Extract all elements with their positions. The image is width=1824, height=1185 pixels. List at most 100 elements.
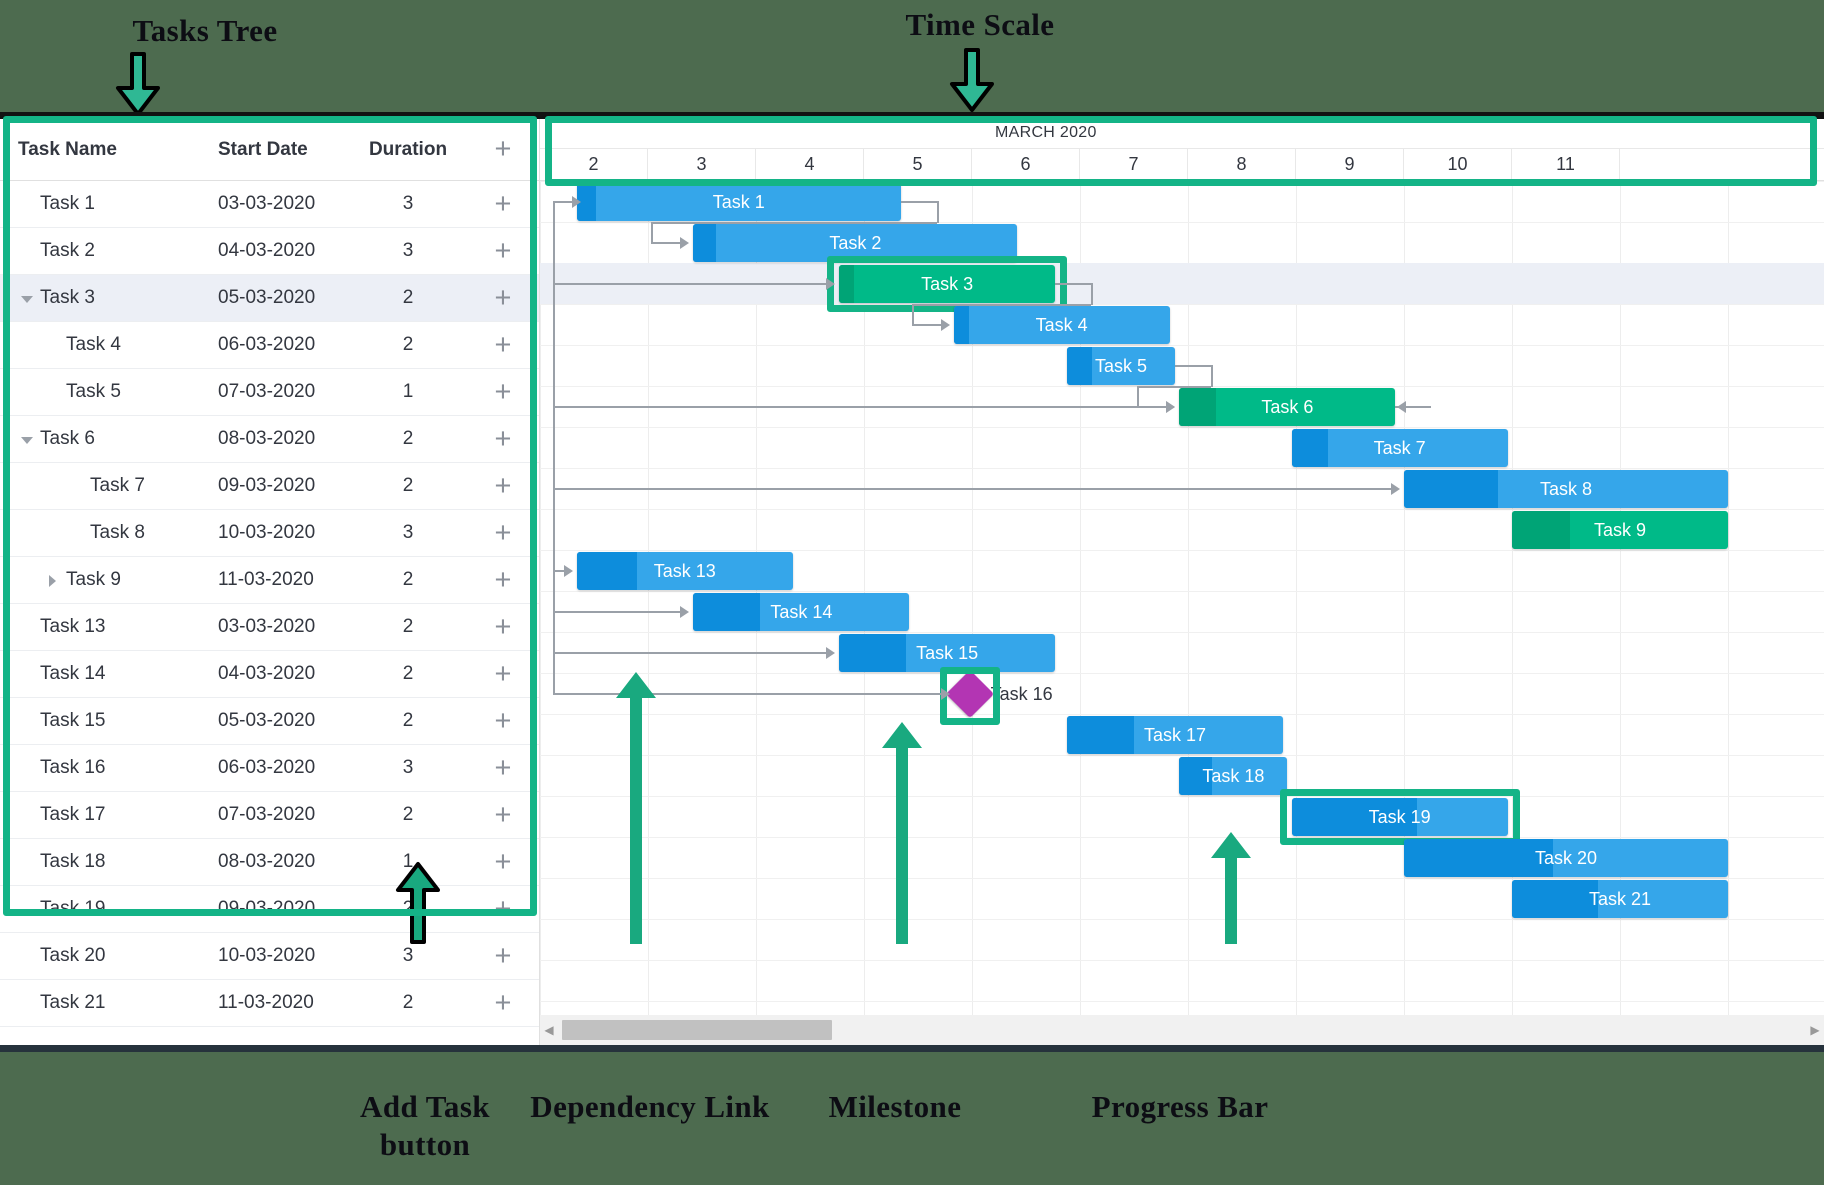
add-task-button[interactable]: +: [494, 610, 512, 643]
chevron-down-icon[interactable]: [18, 430, 36, 448]
table-row[interactable]: Task 19 09-03-2020 2 +: [0, 886, 539, 933]
cell-duration[interactable]: 2: [402, 287, 414, 308]
cell-task-name[interactable]: Task 7: [0, 475, 218, 497]
add-column-button[interactable]: +: [494, 133, 512, 165]
cell-task-name[interactable]: Task 9: [0, 569, 218, 591]
column-header-duration[interactable]: Duration: [368, 138, 448, 160]
progress-bar[interactable]: [576, 552, 638, 590]
task-bar[interactable]: Task 4: [953, 306, 1170, 344]
table-row[interactable]: Task 2 04-03-2020 3 +: [0, 228, 539, 275]
table-row[interactable]: Task 20 10-03-2020 3 +: [0, 933, 539, 980]
cell-task-name[interactable]: Task 17: [0, 804, 218, 826]
cell-task-name[interactable]: Task 2: [0, 240, 218, 262]
progress-bar[interactable]: [1067, 716, 1134, 754]
cell-task-name[interactable]: Task 1: [0, 193, 218, 215]
task-bar[interactable]: Task 20: [1404, 839, 1728, 877]
add-task-button[interactable]: +: [494, 422, 512, 455]
scrollbar-track[interactable]: [558, 1015, 1806, 1045]
cell-task-name[interactable]: Task 19: [0, 898, 218, 920]
cell-duration[interactable]: 3: [402, 193, 414, 214]
task-bar[interactable]: Task 13: [576, 552, 793, 590]
cell-task-name[interactable]: Task 6: [0, 428, 218, 450]
cell-start-date[interactable]: 11-03-2020: [218, 992, 314, 1013]
cell-start-date[interactable]: 04-03-2020: [218, 240, 316, 261]
task-bar[interactable]: Task 7: [1291, 429, 1508, 467]
table-row[interactable]: Task 1 03-03-2020 3 +: [0, 181, 539, 228]
cell-start-date[interactable]: 09-03-2020: [218, 898, 316, 919]
cell-duration[interactable]: 1: [402, 851, 414, 872]
cell-duration[interactable]: 2: [402, 475, 414, 496]
scroll-right-arrow-icon[interactable]: ▶: [1810, 1023, 1820, 1037]
cell-duration[interactable]: 3: [402, 240, 414, 261]
cell-start-date[interactable]: 10-03-2020: [218, 945, 316, 966]
cell-start-date[interactable]: 03-03-2020: [218, 616, 316, 637]
table-row[interactable]: Task 9 11-03-2020 2 +: [0, 557, 539, 604]
add-task-button[interactable]: +: [494, 939, 512, 972]
cell-duration[interactable]: 2: [402, 804, 414, 825]
cell-task-name[interactable]: Task 4: [0, 334, 218, 356]
cell-start-date[interactable]: 08-03-2020: [218, 851, 316, 872]
parent-task-bar[interactable]: Task 6: [1179, 388, 1396, 426]
scroll-left-arrow-icon[interactable]: ◀: [544, 1023, 554, 1037]
progress-bar[interactable]: [1179, 388, 1217, 426]
cell-start-date[interactable]: 10-03-2020: [218, 522, 316, 543]
task-bar[interactable]: Task 21: [1512, 880, 1728, 918]
add-task-button[interactable]: +: [494, 187, 512, 220]
cell-task-name[interactable]: Task 21: [0, 992, 218, 1014]
progress-bar[interactable]: [1512, 511, 1571, 549]
table-row[interactable]: Task 8 10-03-2020 3 +: [0, 510, 539, 557]
cell-duration[interactable]: 2: [402, 992, 414, 1013]
progress-bar[interactable]: [1404, 839, 1554, 877]
cell-duration[interactable]: 2: [402, 616, 414, 637]
cell-start-date[interactable]: 07-03-2020: [218, 804, 316, 825]
progress-bar[interactable]: [1291, 429, 1329, 467]
add-task-button[interactable]: +: [494, 751, 512, 784]
progress-bar[interactable]: [839, 634, 907, 672]
cell-duration[interactable]: 3: [402, 945, 414, 966]
add-task-button[interactable]: +: [494, 375, 512, 408]
cell-duration[interactable]: 2: [402, 710, 414, 731]
progress-bar[interactable]: [953, 306, 969, 344]
table-row[interactable]: Task 21 11-03-2020 2 +: [0, 980, 539, 1027]
chevron-down-icon[interactable]: [18, 289, 36, 307]
cell-duration[interactable]: 3: [402, 522, 414, 543]
cell-duration[interactable]: 2: [402, 569, 414, 590]
table-row[interactable]: Task 14 04-03-2020 2 +: [0, 651, 539, 698]
cell-start-date[interactable]: 03-03-2020: [218, 193, 316, 214]
chevron-right-icon[interactable]: [44, 571, 62, 589]
cell-start-date[interactable]: 04-03-2020: [218, 663, 316, 684]
add-task-button[interactable]: +: [494, 845, 512, 878]
cell-task-name[interactable]: Task 3: [0, 287, 218, 309]
add-task-button[interactable]: +: [494, 704, 512, 737]
task-bar[interactable]: Task 18: [1179, 757, 1288, 795]
cell-task-name[interactable]: Task 14: [0, 663, 218, 685]
column-header-start-date[interactable]: Start Date: [218, 138, 308, 160]
cell-duration[interactable]: 2: [402, 428, 414, 449]
table-row[interactable]: Task 6 08-03-2020 2 +: [0, 416, 539, 463]
cell-start-date[interactable]: 05-03-2020: [218, 710, 316, 731]
cell-duration[interactable]: 2: [402, 663, 414, 684]
table-row[interactable]: Task 18 08-03-2020 1 +: [0, 839, 539, 886]
cell-task-name[interactable]: Task 16: [0, 757, 218, 779]
add-task-button[interactable]: +: [494, 798, 512, 831]
progress-bar[interactable]: [1512, 880, 1599, 918]
cell-start-date[interactable]: 05-03-2020: [218, 287, 316, 308]
tasks-tree-grid[interactable]: Task Name Start Date Duration + Task 1 03…: [0, 119, 540, 1045]
task-bar[interactable]: Task 8: [1404, 470, 1728, 508]
add-task-button[interactable]: +: [494, 657, 512, 690]
add-task-button[interactable]: +: [494, 563, 512, 596]
cell-start-date[interactable]: 06-03-2020: [218, 334, 316, 355]
table-row[interactable]: Task 17 07-03-2020 2 +: [0, 792, 539, 839]
cell-task-name[interactable]: Task 5: [0, 381, 218, 403]
cell-start-date[interactable]: 07-03-2020: [218, 381, 316, 402]
horizontal-scrollbar[interactable]: ◀ ▶: [540, 1015, 1824, 1045]
add-task-button[interactable]: +: [494, 234, 512, 267]
parent-task-bar[interactable]: Task 3: [839, 265, 1056, 303]
task-bar[interactable]: Task 2: [693, 224, 1018, 262]
add-task-button[interactable]: +: [494, 469, 512, 502]
cell-duration[interactable]: 2: [402, 898, 414, 919]
add-task-button[interactable]: +: [494, 986, 512, 1019]
task-bar[interactable]: Task 14: [693, 593, 910, 631]
cell-duration[interactable]: 3: [402, 757, 414, 778]
progress-bar[interactable]: [576, 183, 597, 221]
